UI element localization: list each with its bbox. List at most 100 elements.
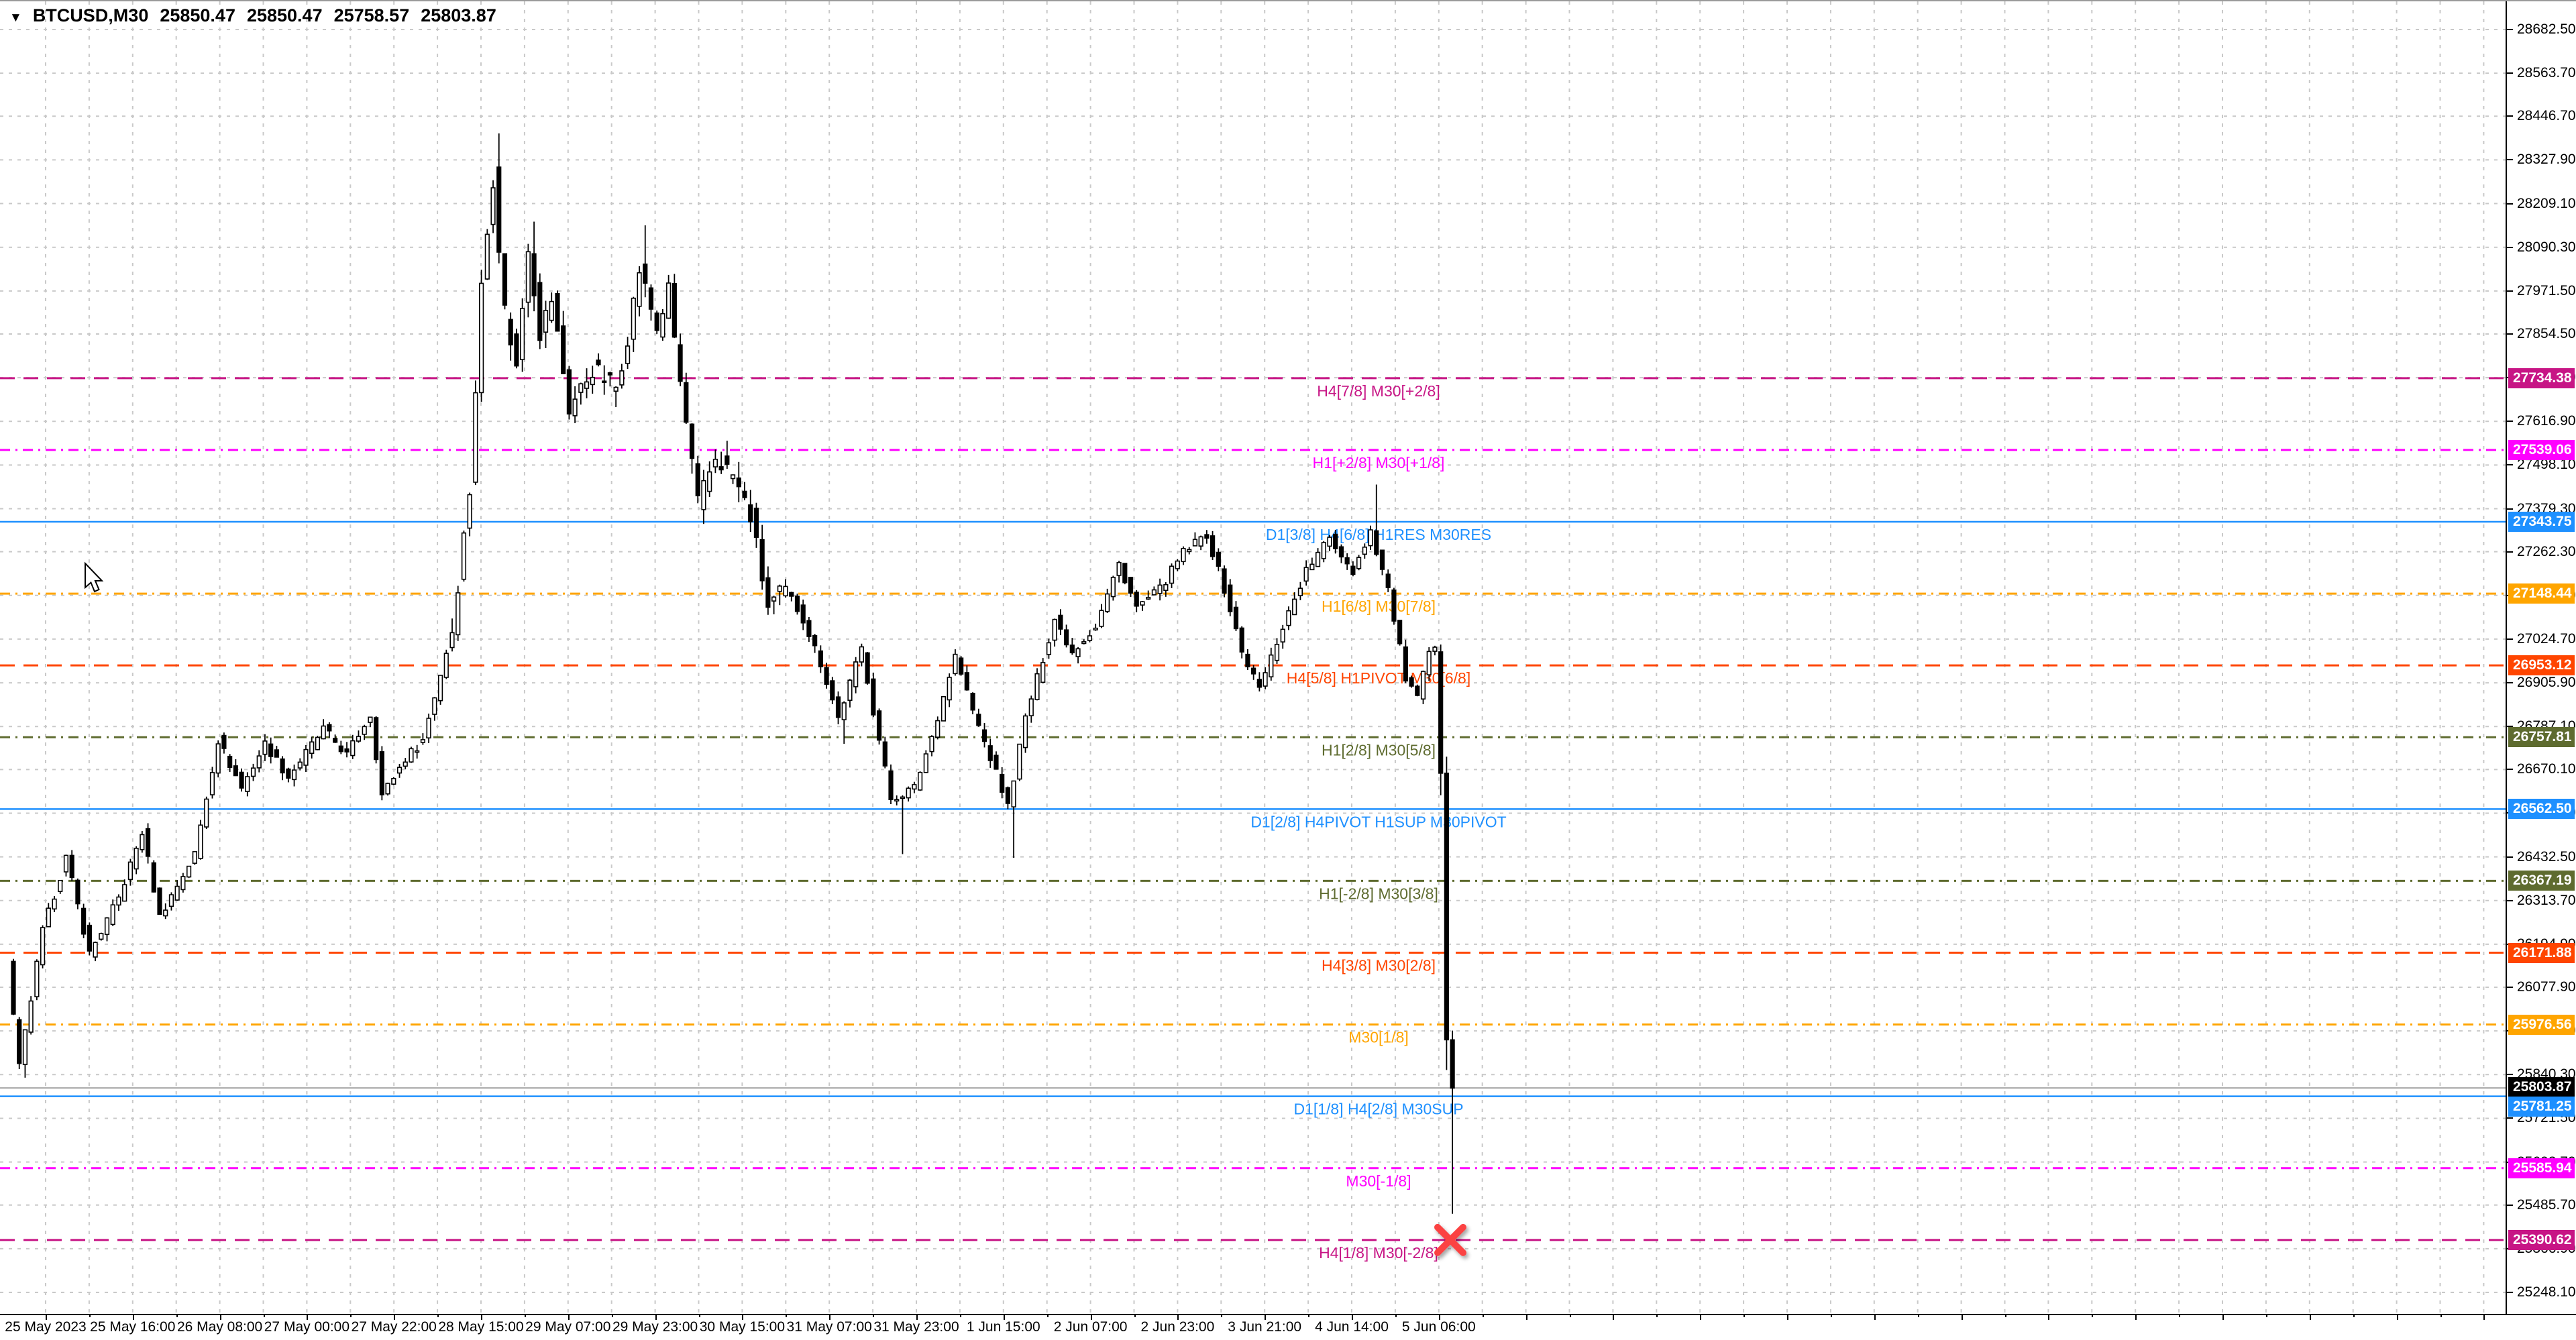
time-tick-mark [655, 1314, 657, 1320]
candle-body [789, 592, 794, 597]
time-tick-mark [2396, 1314, 2398, 1320]
candle-body [443, 653, 449, 678]
symbol-period-label: BTCUSD,M30 [32, 5, 149, 25]
candle-body [888, 770, 894, 801]
candle-body [215, 743, 221, 774]
time-axis-separator [0, 1314, 2576, 1315]
price-level-pill: 26171.88 [2508, 942, 2575, 963]
time-tick-mark [219, 1314, 221, 1320]
candle-body [1426, 651, 1432, 675]
candle-body [1110, 577, 1116, 598]
candle-body [1350, 565, 1356, 575]
candle-body [297, 761, 303, 769]
candle-body [1140, 601, 1145, 606]
candle-body [753, 507, 759, 538]
candle-body [695, 463, 700, 496]
candle-body [1064, 629, 1069, 646]
candle-body [93, 942, 98, 958]
candle-body [157, 887, 162, 915]
symbol-dropdown-icon[interactable]: ▼ [9, 11, 22, 25]
candle-body [415, 750, 420, 753]
candle-body [52, 898, 57, 910]
candles [11, 133, 1455, 1214]
candle-body [935, 720, 941, 738]
candle-body [350, 740, 356, 757]
candle-body [1420, 671, 1426, 700]
level-label: M30[1/8] [1348, 1029, 1409, 1046]
candle-body [824, 667, 829, 685]
candle-body [1040, 662, 1046, 683]
candle-body [1175, 560, 1180, 569]
candle-body [75, 879, 80, 905]
grid-lines [0, 1, 2507, 1314]
time-tick-mark [1961, 1314, 1963, 1320]
candle-body [478, 282, 484, 394]
time-tick-mark [307, 1314, 309, 1320]
candle-body [1058, 614, 1063, 630]
candle-body [970, 692, 975, 711]
candle-body [1432, 647, 1438, 652]
price-level-pill: 25803.87 [2508, 1077, 2575, 1098]
candle-body [461, 532, 467, 580]
price-tick: 28682.50 [2517, 21, 2576, 37]
candle-body [648, 287, 654, 310]
candle-body [368, 716, 373, 723]
candle-body [1052, 618, 1057, 641]
price-level-pill: 25781.25 [2508, 1096, 2575, 1117]
chart-plot-area[interactable]: H4[7/8] M30[+2/8] H1[+2/8] M30[+1/8] D1[3/… [0, 1, 2507, 1314]
candle-body [543, 310, 549, 333]
candle-body [133, 848, 139, 870]
candle-body [631, 297, 636, 340]
candle-body [426, 718, 431, 739]
candle-body [1116, 561, 1122, 576]
candle-body [99, 933, 104, 940]
time-tick-mark [1830, 1314, 1832, 1317]
candle-body [777, 585, 782, 592]
price-tick: 26905.90 [2517, 675, 2576, 691]
price-axis-separator [2506, 1, 2507, 1314]
candle-body [391, 778, 396, 785]
candle-body [291, 769, 297, 781]
candle-body [186, 865, 192, 878]
time-tick-mark [1438, 1314, 1440, 1320]
time-tick-mark [1265, 1314, 1267, 1320]
candle-body [1163, 583, 1169, 592]
time-tick-mark [1090, 1314, 1092, 1320]
candle-body [771, 596, 777, 602]
candle-body [525, 251, 531, 303]
candle-body [1297, 588, 1303, 596]
candle-body [233, 765, 238, 777]
candle-body [1263, 672, 1268, 687]
price-axis[interactable]: 28682.50 28563.70 28446.70 28327.90 28209.10… [2507, 1, 2576, 1314]
price-tick: 27024.70 [2517, 630, 2576, 647]
time-tick-mark [1352, 1314, 1353, 1320]
level-label: H1[6/8] M30[7/8] [1322, 598, 1436, 615]
candlestick-chart: H4[7/8] M30[+2/8]H1[+2/8] M30[+1/8]D1[3/… [0, 1, 2507, 1314]
candle-body [678, 344, 683, 382]
candle-body [145, 828, 151, 857]
candle-body [736, 477, 741, 488]
candle-body [759, 539, 765, 581]
price-tick: 27616.90 [2517, 413, 2576, 429]
candle-body [1134, 592, 1139, 607]
time-tick-label: 2 Jun 23:00 [1140, 1319, 1215, 1335]
time-tick-label: 27 May 22:00 [351, 1319, 437, 1335]
candle-body [356, 736, 362, 742]
time-tick-label: 26 May 08:00 [176, 1319, 263, 1335]
price-tick: 27854.50 [2517, 325, 2576, 341]
price-tick: 27262.30 [2517, 543, 2576, 559]
candle-body [1315, 551, 1321, 567]
time-tick-label: 1 Jun 15:00 [966, 1319, 1040, 1335]
price-tick-mark [2507, 726, 2513, 728]
candle-body [1099, 610, 1104, 627]
candle-body [894, 799, 900, 802]
price-tick-mark [2507, 1117, 2513, 1119]
candle-body [245, 776, 250, 792]
candle-body [906, 787, 911, 799]
candle-body [1374, 530, 1379, 555]
candle-body [174, 885, 180, 901]
candle-body [1251, 667, 1256, 675]
candle-body [374, 717, 379, 761]
candle-body [127, 861, 133, 881]
time-axis[interactable]: 25 May 2023 25 May 16:00 26 May 08:00 27 Ma… [0, 1314, 2576, 1340]
